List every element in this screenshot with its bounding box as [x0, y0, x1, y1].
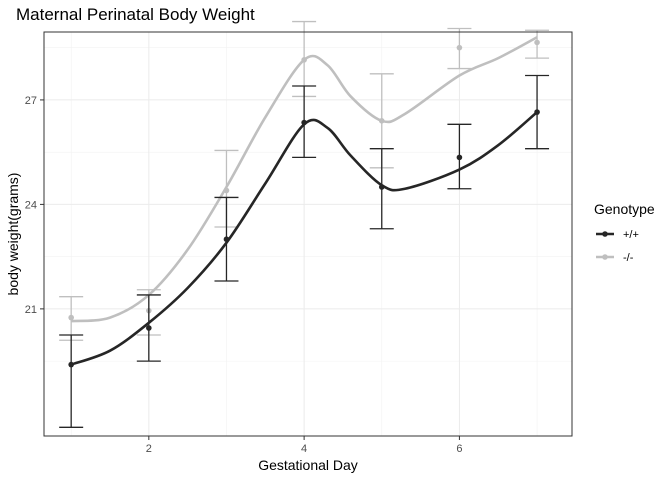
data-point [68, 361, 74, 368]
data-point [301, 119, 307, 126]
x-axis: 2 4 6 [146, 436, 462, 455]
y-axis: 21 24 27 [25, 95, 44, 316]
series-layer [59, 20, 550, 428]
data-point [146, 325, 152, 331]
legend-label: -/- [623, 252, 634, 264]
y-tick-label: 21 [25, 304, 37, 316]
x-tick-label: 4 [301, 443, 307, 455]
data-point [223, 187, 230, 194]
data-point [223, 236, 230, 243]
data-point [456, 154, 463, 161]
data-point [534, 109, 540, 115]
legend: Genotype +/+ -/- [594, 201, 655, 264]
y-tick-label: 24 [25, 199, 37, 211]
plot-border [43, 31, 573, 437]
series-wildtype [59, 74, 550, 428]
y-axis-title: body weight(grams) [5, 173, 21, 296]
chart-title: Maternal Perinatal Body Weight [16, 5, 255, 24]
legend-key-point [602, 231, 608, 237]
data-point [68, 314, 74, 321]
data-point [301, 57, 307, 63]
plot-panel [44, 32, 572, 436]
x-tick-label: 2 [146, 443, 152, 455]
grid [44, 32, 572, 436]
x-tick-label: 6 [456, 443, 462, 455]
smooth-line [70, 111, 538, 366]
data-point [456, 44, 463, 51]
legend-key-point [602, 254, 608, 260]
data-point [534, 39, 540, 46]
data-point [378, 118, 385, 124]
legend-label: +/+ [623, 229, 639, 241]
data-point [378, 184, 385, 190]
x-axis-title: Gestational Day [258, 457, 358, 473]
legend-title: Genotype [594, 201, 655, 217]
y-tick-label: 27 [25, 95, 37, 107]
smooth-line [71, 36, 538, 323]
